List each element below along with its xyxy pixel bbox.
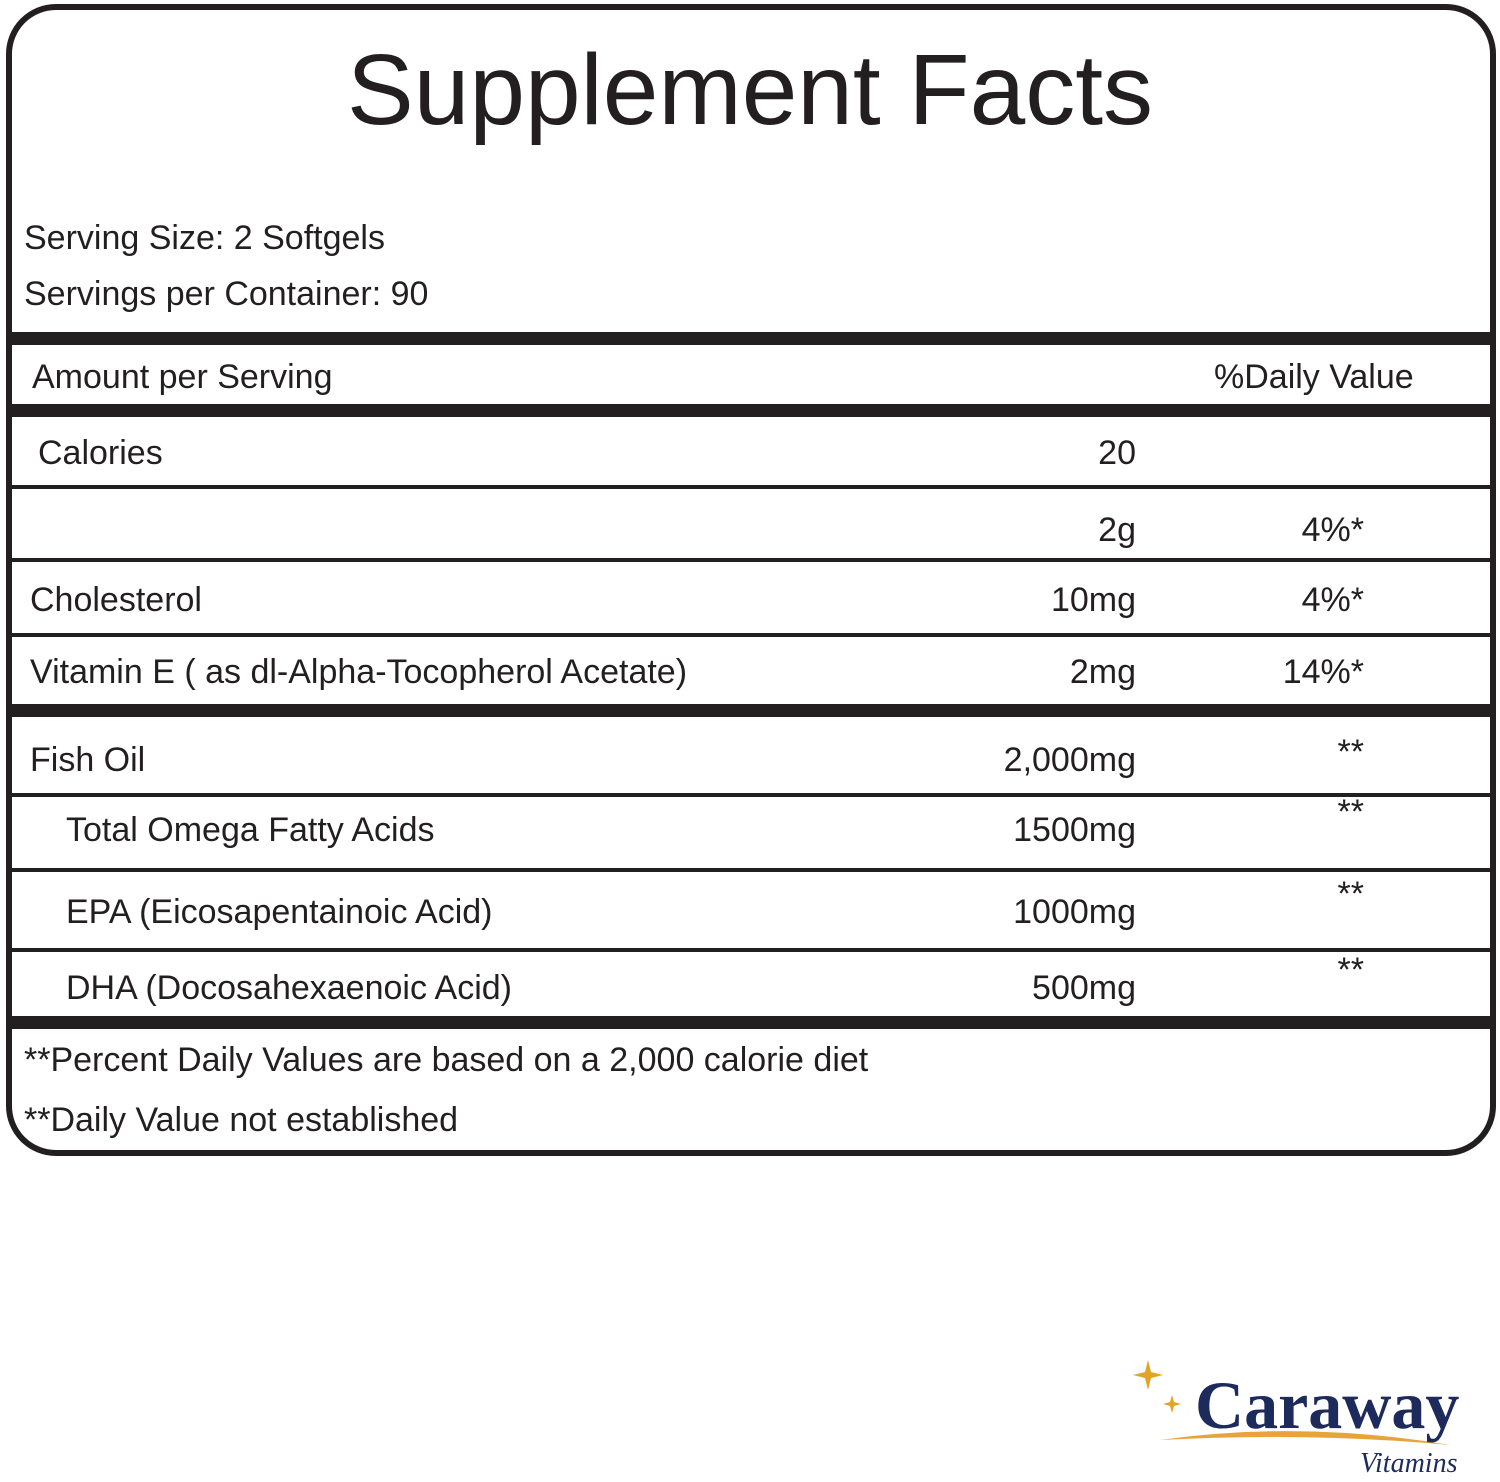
amount: 10mg <box>1050 581 1136 619</box>
nutrient-name: DHA (Docosahexaenoic Acid) <box>66 969 513 1007</box>
label-border <box>6 4 1496 1156</box>
divider <box>6 633 1496 637</box>
divider <box>6 485 1496 489</box>
divider <box>6 948 1496 952</box>
nutrient-name: Cholesterol <box>30 581 202 619</box>
amount: 20 <box>1098 434 1136 472</box>
divider <box>6 868 1496 872</box>
header-daily-value: %Daily Value <box>1214 358 1414 396</box>
amount: 1500mg <box>1013 811 1136 849</box>
divider <box>6 704 1496 717</box>
nutrient-name: Total Omega Fatty Acids <box>66 811 435 849</box>
divider <box>6 1016 1496 1029</box>
serving-size: Serving Size: 2 Softgels <box>24 219 385 257</box>
divider <box>6 332 1496 345</box>
daily-value: ** <box>1337 951 1364 989</box>
nutrient-name: Vitamin E ( as dl-Alpha-Tocopherol Aceta… <box>30 653 688 691</box>
amount: 2,000mg <box>1003 741 1136 779</box>
nutrient-name: Calories <box>38 434 163 472</box>
divider <box>6 404 1496 417</box>
divider <box>6 558 1496 562</box>
amount: 2g <box>1098 511 1136 549</box>
daily-value: 4%* <box>1301 581 1364 619</box>
daily-value: ** <box>1337 875 1364 913</box>
nutrient-name: EPA (Eicosapentainoic Acid) <box>66 893 493 931</box>
divider <box>6 793 1496 797</box>
daily-value: 4%* <box>1301 511 1364 549</box>
logo: Caraway Vitamins <box>1133 1360 1459 1479</box>
nutrient-name: Fish Oil <box>30 741 146 779</box>
daily-value: ** <box>1337 733 1364 771</box>
amount: 500mg <box>1032 969 1136 1007</box>
daily-value: 14%* <box>1282 653 1364 691</box>
amount: 1000mg <box>1013 893 1136 931</box>
footnote: **Daily Value not established <box>24 1101 459 1139</box>
footnote: **Percent Daily Values are based on a 2,… <box>24 1041 869 1079</box>
header-amount: Amount per Serving <box>32 358 333 396</box>
title: Supplement Facts <box>347 34 1153 146</box>
amount: 2mg <box>1069 653 1136 691</box>
tagline: Vitamins <box>1360 1448 1458 1479</box>
brand: Caraway <box>1195 1367 1459 1443</box>
servings-per-container: Servings per Container: 90 <box>24 275 429 313</box>
daily-value: ** <box>1337 793 1364 831</box>
